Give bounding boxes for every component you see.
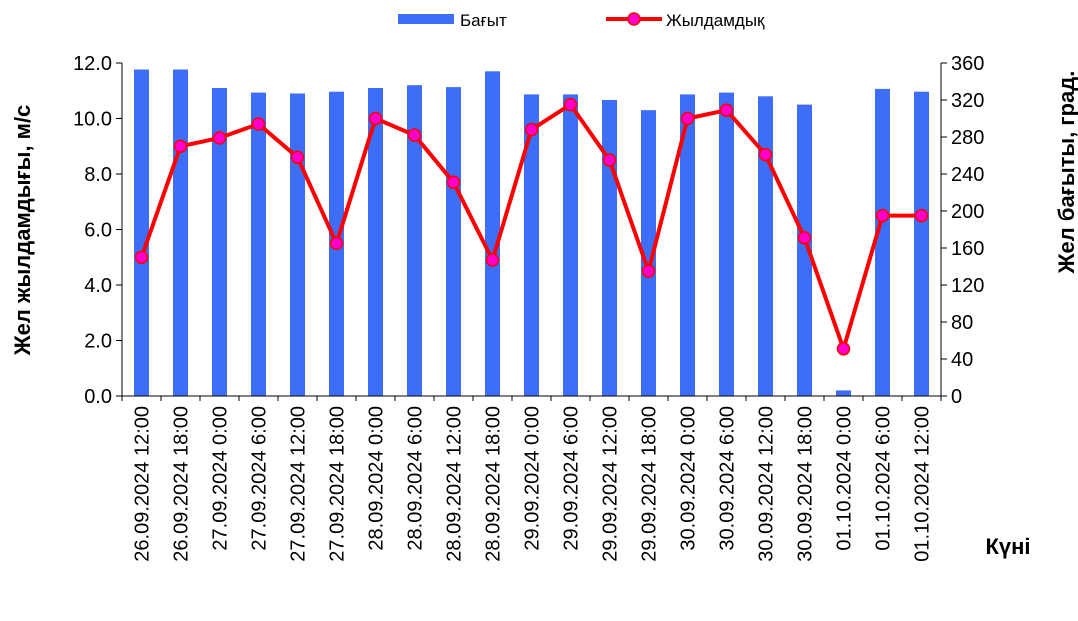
speed-point-6: [368, 111, 383, 126]
legend-swatch-direction: [398, 14, 454, 24]
bar-direction-1: [173, 69, 188, 396]
speed-point-7: [407, 128, 422, 142]
y-right-tick-label: 120: [951, 275, 984, 297]
bar-direction-19: [875, 88, 890, 397]
x-tick-label: 30.09.2024 6:00: [717, 406, 739, 551]
speed-point-17: [797, 231, 812, 245]
speed-point-8: [446, 175, 461, 190]
y-right-tick-label: 280: [951, 127, 984, 149]
x-axis-title: Күні: [985, 534, 1030, 559]
bar-direction-10: [524, 94, 539, 397]
y-left-tick-label: 0.0: [84, 386, 112, 408]
bar-direction-15: [719, 92, 734, 396]
bar-direction-8: [446, 87, 461, 396]
x-tick-label: 01.10.2024 6:00: [873, 406, 895, 551]
y-right-tick-label: 40: [951, 349, 973, 371]
bar-direction-7: [407, 85, 422, 396]
x-tick-label: 27.09.2024 12:00: [288, 406, 310, 562]
x-tick-label: 29.09.2024 12:00: [600, 406, 622, 562]
bar-direction-6: [368, 88, 383, 396]
y-left-axis-title: Жел жылдамдығы, м/с: [10, 105, 35, 357]
speed-point-19: [875, 208, 890, 223]
y-left-tick-label: 6.0: [84, 220, 112, 242]
speed-point-0: [134, 250, 149, 265]
speed-point-3: [251, 117, 266, 131]
speed-point-16: [758, 147, 773, 162]
speed-point-1: [173, 139, 188, 154]
bar-direction-0: [134, 69, 149, 396]
x-tick-label: 27.09.2024 18:00: [327, 406, 349, 562]
bar-direction-11: [563, 94, 578, 397]
speed-point-10: [524, 122, 539, 137]
line-series-speed: [134, 97, 929, 356]
speed-point-5: [329, 236, 344, 251]
bar-direction-18: [836, 390, 851, 396]
speed-point-4: [290, 150, 305, 165]
legend-swatch-speed-marker: [627, 12, 641, 26]
y-left-tick-label: 4.0: [84, 275, 112, 297]
bar-direction-3: [251, 92, 266, 396]
bar-direction-16: [758, 96, 773, 397]
x-tick-label: 28.09.2024 6:00: [405, 406, 427, 551]
x-tick-label: 30.09.2024 0:00: [678, 406, 700, 551]
x-tick-label: 29.09.2024 18:00: [639, 406, 661, 562]
y-right-axis-title: Жел бағыты, град.: [1054, 71, 1078, 275]
speed-point-20: [914, 208, 929, 223]
y-right-tick-label: 160: [951, 238, 984, 260]
bar-direction-14: [680, 94, 695, 397]
speed-point-9: [485, 253, 500, 267]
y-left-tick-label: 10.0: [73, 109, 112, 131]
x-tick-label: 01.10.2024 12:00: [912, 406, 934, 562]
x-tick-label: 27.09.2024 0:00: [210, 406, 232, 551]
speed-point-15: [719, 103, 734, 117]
x-tick-label: 29.09.2024 0:00: [522, 406, 544, 551]
bar-direction-12: [602, 100, 617, 396]
x-tick-label: 26.09.2024 18:00: [171, 406, 193, 562]
speed-point-12: [602, 153, 617, 167]
bar-series-direction: [134, 69, 929, 397]
bar-direction-17: [797, 104, 812, 396]
x-tick-label: 30.09.2024 12:00: [756, 406, 778, 562]
x-tick-label: 28.09.2024 12:00: [444, 406, 466, 562]
bar-direction-20: [914, 91, 929, 396]
y-right-tick-label: 240: [951, 164, 984, 186]
tick-labels: 0.0 2.0 4.0 6.0 8.0 10.0 12.0 0 40 80 120 160 200 240…: [73, 53, 984, 562]
speed-point-13: [641, 264, 656, 278]
x-tick-label: 28.09.2024 18:00: [483, 406, 505, 562]
y-right-tick-label: 200: [951, 201, 984, 223]
y-left-tick-label: 8.0: [84, 164, 112, 186]
y-left-tick-label: 2.0: [84, 331, 112, 353]
y-right-tick-label: 320: [951, 90, 984, 112]
x-tick-label: 01.10.2024 0:00: [834, 406, 856, 551]
speed-point-11: [563, 97, 578, 112]
legend-label-speed: Жылдамдық: [666, 11, 765, 30]
bar-direction-9: [485, 71, 500, 397]
legend-label-direction: Бағыт: [460, 11, 507, 30]
bar-direction-4: [290, 93, 305, 396]
x-tick-label: 28.09.2024 0:00: [366, 406, 388, 551]
y-right-tick-label: 80: [951, 312, 973, 334]
x-tick-label: 26.09.2024 12:00: [132, 406, 154, 562]
bar-direction-2: [212, 88, 227, 396]
bar-direction-13: [641, 110, 656, 396]
y-left-tick-label: 12.0: [73, 53, 112, 75]
speed-point-14: [680, 111, 695, 126]
y-right-tick-label: 0: [951, 386, 962, 408]
x-tick-label: 27.09.2024 6:00: [249, 406, 271, 551]
speed-point-2: [212, 131, 227, 145]
x-tick-label: 29.09.2024 6:00: [561, 406, 583, 551]
x-tick-label: 30.09.2024 18:00: [795, 406, 817, 562]
y-right-tick-label: 360: [951, 53, 984, 75]
legend: Бағыт Жылдамдық: [398, 11, 765, 30]
axes: [116, 62, 947, 401]
speed-point-18: [836, 342, 851, 356]
